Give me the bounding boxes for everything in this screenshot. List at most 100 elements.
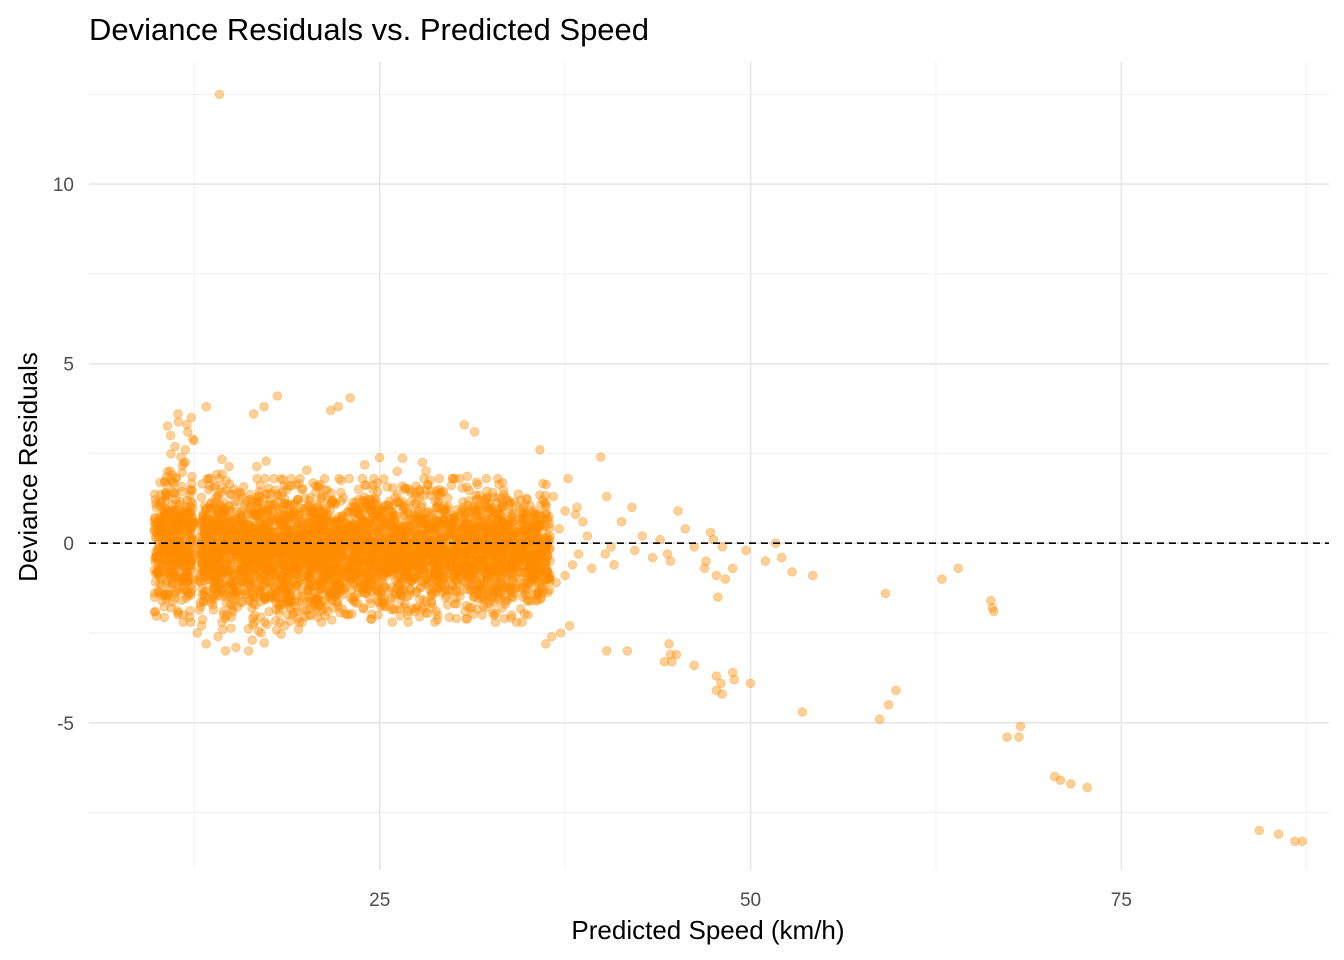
data-point — [185, 557, 196, 567]
data-point — [321, 571, 332, 581]
data-point — [161, 569, 172, 580]
data-point — [392, 551, 402, 561]
data-point — [451, 504, 462, 515]
data-point — [156, 496, 166, 506]
data-point — [180, 573, 190, 583]
data-point — [205, 548, 215, 558]
data-point — [277, 552, 288, 563]
data-point — [184, 562, 194, 572]
data-point — [222, 610, 232, 621]
data-point — [157, 516, 167, 527]
data-point — [1002, 732, 1012, 742]
data-point — [150, 532, 161, 543]
data-point — [174, 530, 185, 541]
data-point — [174, 541, 184, 552]
data-point — [172, 522, 182, 533]
data-point — [150, 489, 160, 500]
data-point — [182, 552, 193, 563]
data-point — [395, 498, 405, 508]
data-point — [171, 552, 182, 563]
data-point — [182, 526, 192, 536]
data-point — [369, 498, 379, 508]
data-point — [523, 610, 533, 620]
data-point — [181, 521, 191, 532]
data-point — [155, 589, 166, 599]
x-tick-label: 50 — [740, 890, 761, 911]
data-point — [187, 520, 197, 531]
data-point — [175, 547, 185, 557]
data-point — [953, 563, 964, 574]
data-point — [319, 520, 330, 531]
data-point — [601, 646, 612, 656]
data-point — [347, 570, 358, 581]
data-point — [216, 542, 227, 552]
data-point — [163, 529, 173, 540]
data-point — [247, 613, 258, 624]
data-point — [185, 549, 196, 559]
data-point — [442, 565, 453, 576]
data-point — [182, 506, 193, 517]
data-point — [168, 579, 178, 590]
data-point — [188, 517, 198, 528]
data-point — [290, 581, 301, 592]
data-point — [345, 393, 355, 403]
data-point — [399, 569, 410, 580]
data-point — [153, 517, 163, 527]
data-point — [421, 520, 432, 531]
data-point — [221, 527, 231, 537]
data-point — [278, 487, 288, 497]
data-point — [360, 480, 370, 490]
data-point — [171, 515, 182, 525]
data-point — [176, 582, 187, 592]
data-point — [160, 589, 170, 600]
data-point — [151, 611, 162, 621]
data-point — [173, 549, 183, 560]
data-point — [187, 512, 198, 523]
data-point — [729, 674, 740, 685]
data-point — [176, 556, 186, 566]
data-point — [680, 524, 691, 534]
data-point — [490, 617, 501, 628]
data-point — [177, 554, 188, 565]
data-point — [470, 531, 481, 542]
data-point — [177, 544, 187, 555]
data-point — [160, 516, 171, 527]
data-point — [169, 549, 180, 560]
data-point — [484, 598, 494, 609]
data-point — [563, 473, 573, 484]
data-point — [673, 506, 683, 516]
data-point — [170, 587, 181, 598]
data-point — [182, 565, 192, 575]
data-point — [224, 461, 234, 472]
data-point — [149, 525, 160, 536]
data-point — [288, 507, 298, 518]
data-point — [727, 563, 738, 574]
data-point — [469, 569, 479, 579]
data-point — [159, 544, 170, 555]
data-point — [180, 502, 191, 512]
data-point — [261, 456, 271, 466]
data-point — [333, 512, 344, 522]
data-point — [421, 466, 431, 476]
data-point — [477, 553, 487, 564]
data-point — [266, 587, 276, 598]
data-point — [412, 515, 423, 526]
data-point — [152, 527, 162, 538]
data-point — [293, 478, 304, 489]
data-point — [159, 601, 170, 612]
data-point — [1014, 732, 1024, 742]
data-point — [883, 700, 894, 710]
data-point — [184, 547, 194, 558]
data-point — [184, 551, 194, 561]
data-point — [189, 435, 199, 446]
data-point — [149, 514, 160, 524]
data-point — [331, 557, 342, 568]
data-point — [499, 613, 510, 624]
data-point — [186, 579, 196, 590]
data-point — [164, 550, 175, 561]
data-point — [159, 591, 170, 601]
data-point — [551, 577, 562, 588]
data-point — [354, 507, 365, 517]
data-point — [462, 471, 473, 482]
data-point — [187, 534, 197, 544]
